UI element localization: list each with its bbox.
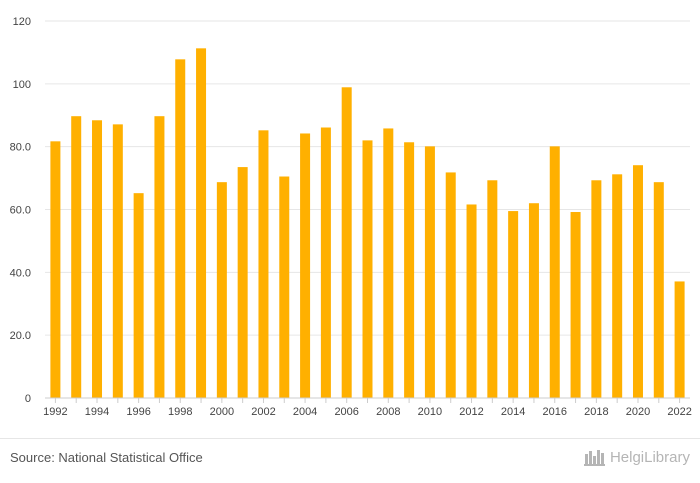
bar-2002	[258, 130, 269, 398]
x-tick-label: 2020	[626, 406, 650, 418]
helgi-library-logo-icon	[583, 448, 606, 466]
x-axis-ticks: 1992 1994 1996 1998 2000 2002 2004 2006 2008 2010…	[43, 398, 692, 418]
bar-2022	[674, 281, 685, 398]
x-tick-label: 2018	[584, 406, 608, 418]
bar-2005	[320, 127, 331, 398]
bar-2020	[632, 165, 643, 398]
bar-1994	[92, 120, 103, 398]
bars	[50, 48, 685, 399]
bar-2021	[653, 182, 664, 398]
bar-2014	[508, 211, 519, 398]
bar-1997	[154, 116, 165, 398]
y-tick-label: 120	[13, 16, 31, 28]
bar-1993	[71, 116, 82, 398]
y-tick-label: 40.0	[10, 267, 31, 279]
bar-2017	[570, 212, 581, 398]
bar-2010	[424, 146, 435, 398]
bar-1995	[112, 124, 123, 398]
source-note: Source: National Statistical Office	[10, 450, 203, 465]
bar-2016	[549, 146, 560, 398]
bar-2009	[404, 142, 415, 398]
y-tick-label: 0	[25, 393, 31, 405]
bar-2007	[362, 140, 373, 398]
x-tick-label: 2016	[543, 406, 567, 418]
x-tick-label: 1994	[85, 406, 109, 418]
x-tick-label: 2014	[501, 406, 525, 418]
x-tick-label: 2002	[251, 406, 275, 418]
x-tick-label: 1998	[168, 406, 192, 418]
bar-2000	[216, 182, 227, 398]
bar-chart: 0 20.0 40.0 60.0 80.0 100 120 1992 1994 1996 1998…	[10, 16, 692, 418]
y-tick-label: 100	[13, 79, 31, 91]
x-tick-label: 2008	[376, 406, 400, 418]
bar-2001	[237, 167, 248, 398]
y-tick-label: 80.0	[10, 142, 31, 154]
footer-divider	[0, 438, 700, 439]
bar-2018	[591, 180, 602, 398]
x-tick-label: 2000	[210, 406, 234, 418]
bar-2008	[383, 128, 394, 398]
x-tick-label: 1996	[126, 406, 150, 418]
bar-2019	[612, 174, 623, 398]
y-tick-label: 20.0	[10, 330, 31, 342]
bar-2012	[466, 204, 477, 398]
bar-1992	[50, 141, 61, 398]
bar-1998	[175, 59, 186, 398]
x-tick-label: 2012	[459, 406, 483, 418]
x-tick-label: 2022	[667, 406, 691, 418]
bar-2011	[445, 172, 456, 398]
bar-2015	[528, 203, 539, 398]
bar-2004	[300, 133, 311, 398]
x-tick-label: 2010	[418, 406, 442, 418]
brand-name: HelgiLibrary	[609, 448, 690, 466]
bar-2013	[487, 180, 498, 398]
y-axis-ticks: 0 20.0 40.0 60.0 80.0 100 120	[10, 16, 31, 405]
y-tick-label: 60.0	[10, 205, 31, 217]
x-tick-label: 1992	[43, 406, 67, 418]
bar-2006	[341, 87, 352, 398]
brand-logo: HelgiLibrary	[583, 448, 690, 466]
bar-2003	[279, 176, 290, 398]
x-tick-label: 2004	[293, 406, 317, 418]
bar-1999	[196, 48, 207, 399]
x-tick-label: 2006	[334, 406, 358, 418]
bar-1996	[133, 193, 144, 398]
